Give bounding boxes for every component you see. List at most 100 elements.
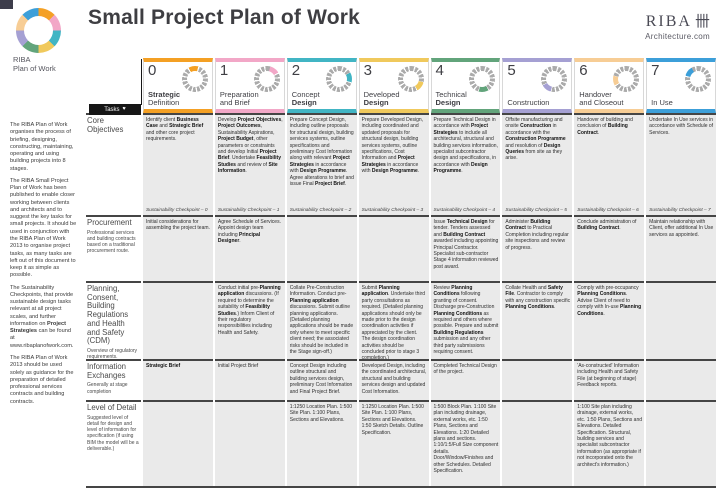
tasks-tab-label: Tasks [104,106,120,113]
task-cell-text: Review Planning Conditions following gra… [433,285,499,355]
task-cell: Collate Pre-Construction Information. Co… [286,281,357,359]
task-row-subtitle: Overview of regulatory requirements. [87,348,138,361]
tasks-tab: Tasks ♥ [89,104,141,115]
task-cell-text: Strategic Brief [146,363,181,369]
task-row-label: Information Exchanges Generally at stage… [86,359,141,400]
task-row-subtitle: Generally at stage completion [87,382,128,395]
task-cell: Identify client Business Case and Strate… [143,113,213,215]
page-title: Small Project Plan of Work [88,6,361,29]
stage-name: Preparation and Brief [219,89,259,107]
task-cell: Conclude administration of Building Cont… [574,215,645,281]
stage-header: 0 Strategic Definition [143,58,213,113]
task-cell-text: 1:100 Site plan including drainage, exte… [577,404,643,468]
task-cell: Review Planning Conditions following gra… [430,281,501,359]
task-cell: Maintain relationship with Client, offer… [646,215,716,281]
sustainability-checkpoint-label: Sustainability Checkpoint – 7 [649,207,711,213]
task-cell [646,400,716,486]
intro-text-column: The RIBA Plan of Work organises the proc… [10,122,77,405]
task-cell [358,215,429,281]
task-cell: Collate Health and Safety File. Contract… [502,281,573,359]
tasks-heart-icon: ♥ [122,105,126,112]
task-cell: Administer Building Contract to Practica… [502,215,573,281]
sustainability-checkpoint-label: Sustainability Checkpoint – 4 [433,207,496,213]
stage-header: 3 Developed Design [358,58,429,113]
stage-number: 2 [291,62,301,79]
stage-name: Construction [507,97,550,107]
riba-plan-of-work-wheel-icon [16,8,61,53]
task-cell-text: Concept Design including outline structu… [289,363,353,395]
stage-number: 7 [651,62,660,79]
task-cell: Develop Project Objectives, Project Outc… [214,113,285,215]
task-cell-text: Conduct initial pre-Planning application… [217,285,281,336]
task-cell-text: 1:1250 Location Plan. 1:500 Site Plan. 1… [361,404,424,436]
task-cell: Concept Design including outline structu… [286,359,357,400]
task-cell [286,215,357,281]
task-cell-text: Develop Project Objectives, Project Outc… [217,117,283,175]
task-cell: Prepare Developed Design, including coor… [358,113,429,215]
stage-number: 5 [507,62,516,79]
task-cell: 'As-constructed' Information including H… [574,359,645,400]
task-cell: Undertake In Use services in accordance … [646,113,716,215]
corner-mark [0,0,13,9]
task-cell-text: Identify client Business Case and Strate… [146,117,204,143]
task-row-title: Information Exchanges [87,362,127,380]
stage-progress-ring-icon [181,66,208,92]
task-cell: Offsite manufacturing and onsite Constru… [502,113,573,215]
stage-header: 7 In Use [646,58,716,113]
sustainability-checkpoint-label: Sustainability Checkpoint – 3 [361,207,424,213]
task-cell-text: Collate Pre-Construction Information. Co… [289,285,354,355]
task-cell-text: Agree Schedule of Services. Appoint desi… [217,219,281,245]
task-cell: Submit Planning application. Undertake t… [358,281,429,361]
task-cell [502,359,573,400]
task-row-subtitle: Professional services and building contr… [87,229,136,255]
sustainability-checkpoint-label: Sustainability Checkpoint – 5 [505,207,567,213]
stage-header: 6 Handover and Closeout [574,58,645,113]
sustainability-checkpoint-label: Sustainability Checkpoint – 2 [289,207,352,213]
riba-plan-of-work-logo-text: RIBA Plan of Work [13,55,56,74]
task-row-title: Planning, Consent, Building Regulations … [87,284,129,346]
stage-progress-ring-icon [397,66,424,92]
stage-progress-ring-icon [325,66,352,92]
task-cell: Agree Schedule of Services. Appoint desi… [214,215,285,281]
task-cell-text: Prepare Concept Design, including outlin… [289,117,354,187]
task-cell: Comply with pre-occupancy Planning Condi… [574,281,645,359]
task-cell-text: Submit Planning application. Undertake t… [361,285,425,361]
task-cell-text: Prepare Developed Design, including coor… [361,117,424,175]
stage-name: Developed Design [363,89,400,107]
task-row-label: Procurement Professional services and bu… [86,215,141,281]
stage-progress-ring-icon [253,66,280,92]
task-cell: 1:1250 Location Plan. 1:500 Site Plan. 1… [358,400,429,486]
stage-progress-ring-icon [685,66,711,92]
task-row-subtitle: Suggested level of detail for design and… [87,414,139,452]
sustainability-checkpoint-label: Sustainability Checkpoint – 1 [217,207,280,213]
task-cell-text: Comply with pre-occupancy Planning Condi… [577,285,642,317]
stage-name: Technical Design [435,89,467,107]
task-cell: Completed Technical Design of the projec… [430,359,501,400]
task-row-title: Procurement [87,218,132,227]
task-cell: 1:500 Block Plan. 1:100 Site plan includ… [430,400,501,486]
stage-header: 1 Preparation and Brief [214,58,285,113]
task-cell: Developed Design, including the coordina… [358,359,429,400]
task-cell-text: Conclude administration of Building Cont… [577,219,637,232]
stage-number: 3 [363,62,372,79]
task-cell-text: Developed Design, including the coordina… [361,363,427,395]
task-cell: Initial Project Brief [214,359,285,400]
task-cell-text: Offsite manufacturing and onsite Constru… [505,117,566,162]
task-cell-text: Handover of building and conclusion of B… [577,117,633,136]
riba-portico-icon: 卌 [694,14,710,30]
task-cell [646,359,716,400]
stage-name: Handover and Closeout [579,89,624,107]
task-cell: Prepare Concept Design, including outlin… [286,113,357,215]
task-cell [143,400,213,486]
stage-progress-ring-icon [541,66,568,92]
tasks-header-slot: Tasks ♥ [86,58,141,115]
task-cell: Handover of building and conclusion of B… [574,113,645,215]
task-cell: Conduct initial pre-Planning application… [214,281,285,359]
stage-name: Strategic Definition [148,89,181,107]
stage-number: 4 [435,62,444,79]
task-row-label: Level of Detail Suggested level of detai… [86,400,141,486]
task-cell: Initial considerations for assembling th… [143,215,213,281]
task-cell-text: Maintain relationship with Client, offer… [649,219,714,238]
task-cell-text: Completed Technical Design of the projec… [433,363,497,376]
task-cell: 1:100 Site plan including drainage, exte… [574,400,645,486]
